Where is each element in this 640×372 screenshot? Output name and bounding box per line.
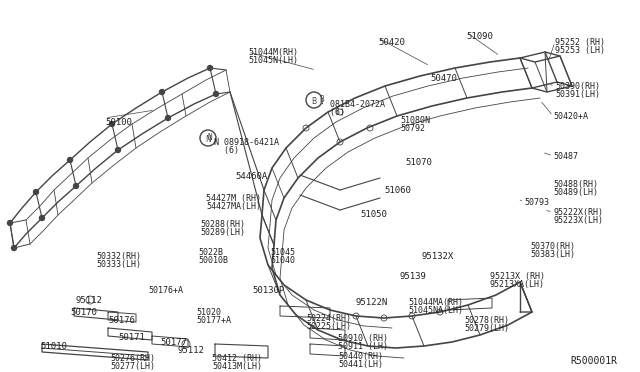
Text: 50793: 50793: [524, 198, 549, 207]
Text: 95222X(RH): 95222X(RH): [553, 208, 603, 217]
Text: 50279(LH): 50279(LH): [464, 324, 509, 333]
Text: 95252 (RH): 95252 (RH): [555, 38, 605, 47]
Text: 51090: 51090: [466, 32, 493, 41]
Circle shape: [166, 115, 170, 121]
Text: 50171: 50171: [118, 333, 145, 342]
Circle shape: [159, 90, 164, 94]
Text: 50100: 50100: [105, 118, 132, 127]
Circle shape: [115, 148, 120, 153]
Text: 51045N(LH): 51045N(LH): [248, 56, 298, 65]
Text: 51044MA(RH): 51044MA(RH): [408, 298, 463, 307]
Circle shape: [109, 122, 115, 126]
Text: · 081B4-2072A: · 081B4-2072A: [320, 100, 385, 109]
Text: 95253 (LH): 95253 (LH): [555, 46, 605, 55]
Text: 50289(LH): 50289(LH): [200, 228, 245, 237]
Text: 51060: 51060: [384, 186, 411, 195]
Text: 50489(LH): 50489(LH): [553, 188, 598, 197]
Circle shape: [207, 65, 212, 71]
Circle shape: [40, 215, 45, 221]
Text: 50792: 50792: [400, 124, 425, 133]
Text: B: B: [312, 96, 317, 106]
Text: 50487: 50487: [553, 152, 578, 161]
Text: 50224(RH): 50224(RH): [306, 314, 351, 323]
Circle shape: [8, 221, 13, 225]
Text: 50176+A: 50176+A: [148, 286, 183, 295]
Text: N: N: [208, 134, 212, 142]
Text: 51040: 51040: [270, 256, 295, 265]
Text: 50288(RH): 50288(RH): [200, 220, 245, 229]
Text: 51010: 51010: [40, 342, 67, 351]
Text: 95112: 95112: [76, 296, 103, 305]
Text: 50910 (RH): 50910 (RH): [338, 334, 388, 343]
Text: 51050: 51050: [360, 210, 387, 219]
Text: 50276(RH): 50276(RH): [110, 354, 155, 363]
Text: 51045NA(LH): 51045NA(LH): [408, 306, 463, 315]
Text: 50440(RH): 50440(RH): [338, 352, 383, 361]
Text: 95122N: 95122N: [355, 298, 387, 307]
Text: 50420: 50420: [378, 38, 405, 47]
Text: 5022B: 5022B: [198, 248, 223, 257]
Text: 95112: 95112: [178, 346, 205, 355]
Text: 50390(RH): 50390(RH): [555, 82, 600, 91]
Text: 50383(LH): 50383(LH): [530, 250, 575, 259]
Text: 50177+A: 50177+A: [196, 316, 231, 325]
Text: 50370(RH): 50370(RH): [530, 242, 575, 251]
Text: N 08918-6421A: N 08918-6421A: [214, 138, 279, 147]
Text: 50225(LH): 50225(LH): [306, 322, 351, 331]
Text: 95132X: 95132X: [422, 252, 454, 261]
Text: 50130P: 50130P: [252, 286, 284, 295]
Circle shape: [67, 157, 72, 163]
Text: B: B: [320, 96, 324, 105]
Text: (6): (6): [214, 146, 239, 155]
Text: N: N: [205, 135, 211, 144]
Text: 50412 (RH): 50412 (RH): [212, 354, 262, 363]
Text: 50420+A: 50420+A: [553, 112, 588, 121]
Text: 50170: 50170: [70, 308, 97, 317]
Text: 51020: 51020: [196, 308, 221, 317]
Circle shape: [214, 92, 218, 96]
Text: 50413M(LH): 50413M(LH): [212, 362, 262, 371]
Text: 51070: 51070: [405, 158, 432, 167]
Text: 50278(RH): 50278(RH): [464, 316, 509, 325]
Text: 50277(LH): 50277(LH): [110, 362, 155, 371]
Text: 50391(LH): 50391(LH): [555, 90, 600, 99]
Circle shape: [74, 183, 79, 189]
Text: 54460A: 54460A: [235, 172, 268, 181]
Text: 50441(LH): 50441(LH): [338, 360, 383, 369]
Text: 50911 (LH): 50911 (LH): [338, 342, 388, 351]
Circle shape: [33, 189, 38, 195]
Text: 54427M (RH): 54427M (RH): [206, 194, 261, 203]
Text: R500001R: R500001R: [570, 356, 617, 366]
Text: 51080N: 51080N: [400, 116, 430, 125]
Text: 50176: 50176: [108, 316, 135, 325]
Text: 95213X (RH): 95213X (RH): [490, 272, 545, 281]
Text: 95223X(LH): 95223X(LH): [553, 216, 603, 225]
Text: 50332(RH): 50332(RH): [96, 252, 141, 261]
Text: 50470: 50470: [430, 74, 457, 83]
Text: 51044M(RH): 51044M(RH): [248, 48, 298, 57]
Text: 95213XA(LH): 95213XA(LH): [490, 280, 545, 289]
Text: 50488(RH): 50488(RH): [553, 180, 598, 189]
Circle shape: [12, 246, 17, 250]
Text: 51045: 51045: [270, 248, 295, 257]
Text: 50177: 50177: [160, 338, 187, 347]
Text: (6): (6): [320, 108, 345, 117]
Text: 50333(LH): 50333(LH): [96, 260, 141, 269]
Text: 50010B: 50010B: [198, 256, 228, 265]
Text: 95139: 95139: [400, 272, 427, 281]
Text: 54427MA(LH): 54427MA(LH): [206, 202, 261, 211]
